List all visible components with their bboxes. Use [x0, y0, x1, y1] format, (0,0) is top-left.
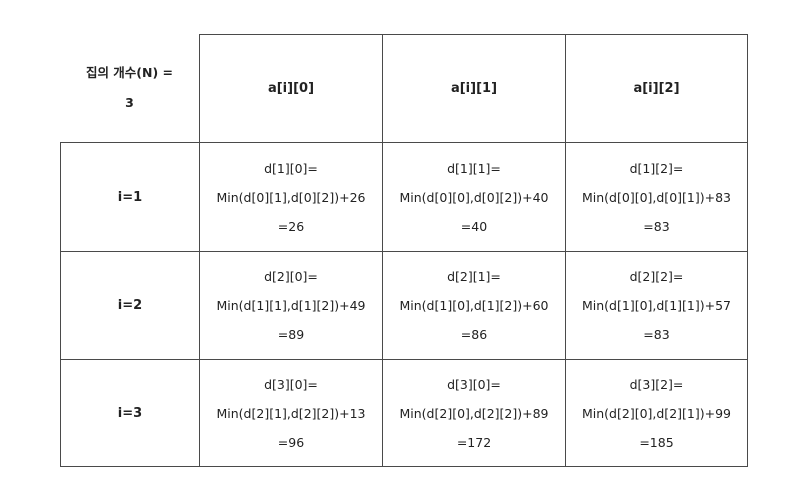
- row-label: i=1: [117, 189, 143, 205]
- cell-line: d[1][1]=: [447, 160, 501, 176]
- dp-cell: d[1][2]= Min(d[0][0],d[0][1])+83 =83: [566, 143, 747, 251]
- cell-line: Min(d[2][0],d[2][2])+89: [399, 405, 549, 421]
- dp-cell: d[3][0]= Min(d[2][0],d[2][2])+89 =172: [383, 360, 565, 466]
- border-col1-left: [199, 34, 200, 467]
- cell-line: =185: [639, 434, 674, 450]
- corner-label-line: 집의 개수(N) =: [85, 65, 174, 80]
- dp-cell: d[1][1]= Min(d[0][0],d[0][2])+40 =40: [383, 143, 565, 251]
- cell-line: d[2][0]=: [264, 269, 318, 284]
- border-col3-left: [565, 34, 566, 467]
- cell-line: =83: [643, 327, 670, 342]
- dp-cell: d[3][2]= Min(d[2][0],d[2][1])+99 =185: [566, 360, 747, 466]
- cell-line: =89: [277, 327, 305, 342]
- cell-line: Min(d[0][0],d[0][2])+40: [399, 189, 549, 205]
- column-header: a[i][0]: [267, 81, 315, 96]
- border-top-header: [199, 34, 748, 35]
- column-header: a[i][2]: [633, 81, 680, 96]
- border-top-row1: [60, 142, 748, 143]
- cell-line: d[3][2]=: [629, 376, 684, 392]
- dp-cell: d[1][0]= Min(d[0][1],d[0][2])+26 =26: [200, 143, 382, 251]
- border-top-row3: [60, 359, 748, 360]
- cell-line: d[3][0]=: [264, 376, 318, 392]
- border-top-row2: [60, 251, 748, 252]
- border-bottom: [60, 466, 748, 467]
- cell-line: Min(d[0][0],d[0][1])+83: [582, 189, 731, 205]
- cell-line: =26: [277, 218, 305, 234]
- corner-label: 집의 개수(N) = 3: [60, 34, 199, 142]
- cell-line: d[2][1]=: [447, 269, 501, 284]
- dp-cell: d[2][2]= Min(d[1][0],d[1][1])+57 =83: [566, 252, 747, 359]
- cell-line: d[1][2]=: [629, 160, 684, 176]
- dp-cell: d[3][0]= Min(d[2][1],d[2][2])+13 =96: [200, 360, 382, 466]
- cell-line: d[1][0]=: [264, 160, 318, 176]
- cell-line: =83: [643, 218, 670, 234]
- border-right: [747, 34, 748, 467]
- row-label: i=3: [117, 405, 143, 421]
- corner-label-value: 3: [125, 95, 134, 110]
- dp-cell: d[2][0]= Min(d[1][1],d[1][2])+49 =89: [200, 252, 382, 359]
- dp-cell: d[2][1]= Min(d[1][0],d[1][2])+60 =86: [383, 252, 565, 359]
- cell-line: d[3][0]=: [447, 376, 501, 392]
- cell-line: Min(d[1][1],d[1][2])+49: [216, 298, 366, 313]
- cell-line: =172: [456, 434, 492, 450]
- cell-line: Min(d[2][0],d[2][1])+99: [582, 405, 731, 421]
- row-label: i=2: [117, 298, 143, 313]
- cell-line: Min(d[1][0],d[1][2])+60: [399, 298, 549, 313]
- cell-line: =86: [460, 327, 488, 342]
- cell-line: d[2][2]=: [629, 269, 684, 284]
- cell-line: Min(d[1][0],d[1][1])+57: [582, 298, 731, 313]
- cell-line: Min(d[2][1],d[2][2])+13: [216, 405, 366, 421]
- cell-line: =96: [277, 434, 305, 450]
- column-header: a[i][1]: [450, 81, 498, 96]
- border-col2-left: [382, 34, 383, 467]
- border-left: [60, 142, 61, 467]
- cell-line: =40: [460, 218, 488, 234]
- cell-line: Min(d[0][1],d[0][2])+26: [216, 189, 366, 205]
